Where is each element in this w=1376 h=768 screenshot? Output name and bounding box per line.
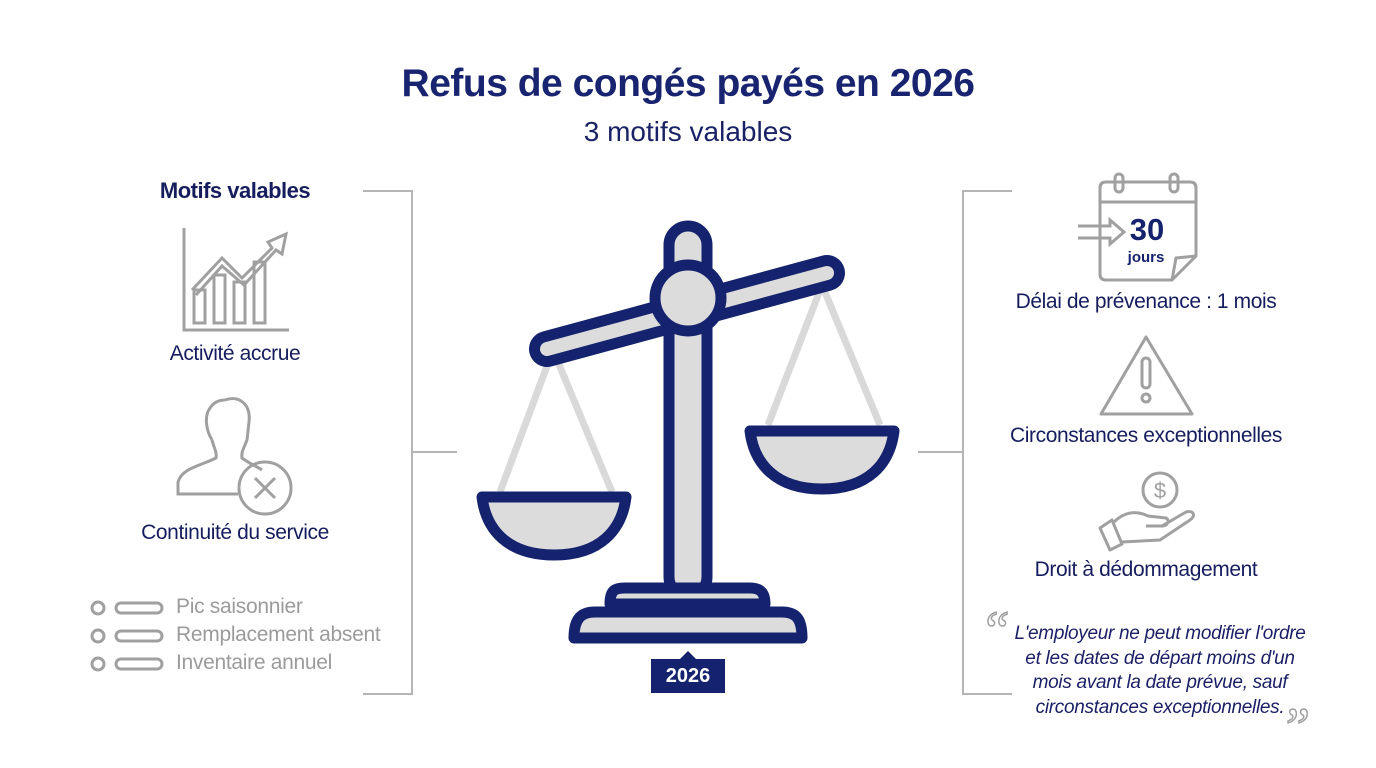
dedommagement-label: Droit à dédommagement: [1034, 558, 1258, 581]
left-heading: Motifs valables: [159, 178, 311, 203]
right-bracket: [918, 190, 1012, 695]
calendar-number: 30: [1129, 212, 1165, 247]
hand-coin-icon: $: [1098, 471, 1195, 552]
balance-scale-icon: [476, 220, 900, 659]
motif-continuite-label: Continuité du service: [141, 521, 329, 544]
legal-quote: L'employeur ne peut modifier l'ordre et …: [1014, 623, 1306, 718]
svg-text:$: $: [1154, 478, 1166, 503]
person-remove-icon: [176, 397, 293, 516]
delai-label: Délai de prévenance : 1 mois: [1015, 290, 1277, 313]
warning-icon: [1099, 335, 1194, 416]
page-title: Refus de congés payés en 2026: [401, 62, 975, 105]
growth-chart-icon: [182, 228, 289, 332]
year-badge: 2026: [651, 659, 725, 693]
open-quote-icon: “: [980, 600, 1010, 660]
list-item: Inventaire annuel: [176, 651, 333, 674]
calendar-icon: [1078, 172, 1198, 282]
motif-activite-label: Activité accrue: [169, 342, 301, 365]
left-bracket: [363, 190, 457, 695]
list-bullets: [90, 600, 164, 672]
calendar-unit: jours: [1127, 249, 1165, 266]
close-quote-icon: ”: [1280, 697, 1310, 757]
page-subtitle: 3 motifs valables: [583, 116, 793, 147]
list-item: Pic saisonnier: [176, 595, 303, 618]
circonstances-label: Circonstances exceptionnelles: [1009, 424, 1283, 447]
list-item: Remplacement absent: [176, 623, 381, 646]
